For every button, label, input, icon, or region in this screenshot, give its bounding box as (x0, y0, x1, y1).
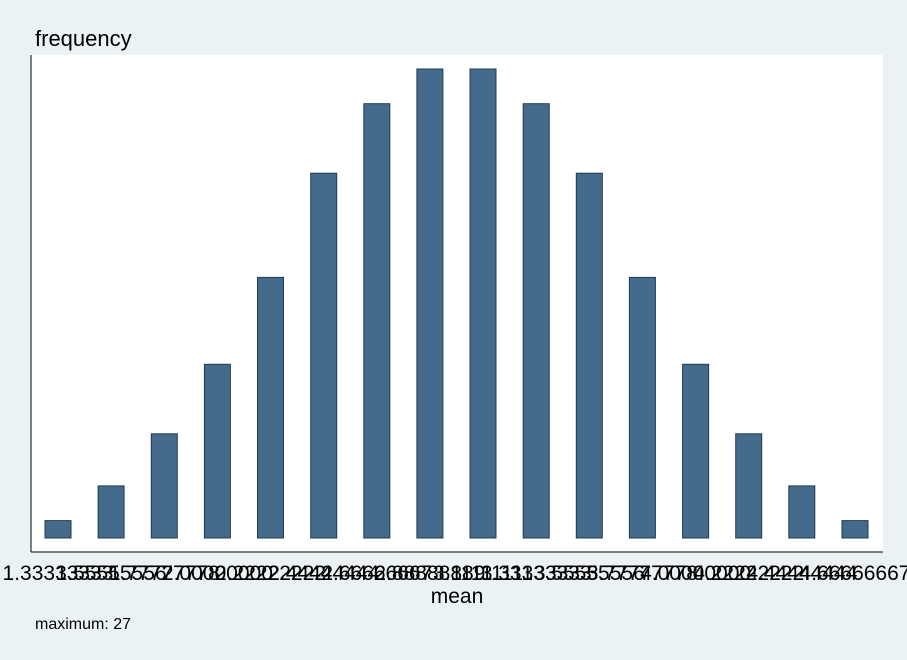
x-tick-label-4: 2.22222222 (215, 562, 326, 585)
bar-7 (416, 68, 444, 539)
x-tick-label-8: 3.11111111 (433, 562, 533, 585)
bar-13 (735, 433, 763, 539)
bar-12 (682, 363, 710, 539)
x-tick-label-1: 1.55555556 (56, 562, 167, 585)
bar-9 (522, 103, 550, 539)
bar-6 (363, 103, 391, 539)
x-tick-label-3: 2.00000000 (162, 562, 273, 585)
x-tick-label-10: 3.55555556 (534, 562, 645, 585)
x-tick-group: 1.333333331.555555561.777777782.00000000… (3, 562, 907, 585)
bar-0 (44, 520, 72, 539)
x-tick-label-12: 4.00000000 (640, 562, 751, 585)
x-tick-label-2: 1.77777778 (109, 562, 220, 585)
x-tick-label-7: 2.88888889 (374, 562, 485, 585)
x-tick-label-6: 2.66666667 (321, 562, 432, 585)
x-tick-label-11: 3.77777778 (587, 562, 698, 585)
x-tick-label-15: 4.66666667 (800, 562, 907, 585)
bar-1 (97, 485, 125, 539)
bar-15 (841, 520, 869, 539)
bar-2 (150, 433, 178, 539)
x-axis-label: mean (431, 585, 484, 608)
bar-14 (788, 485, 816, 539)
bar-11 (628, 276, 656, 539)
x-tick-label-9: 3.33333333 (481, 562, 592, 585)
maximum-note: maximum: 27 (35, 616, 131, 633)
bar-10 (575, 172, 603, 539)
y-axis-label: frequency (35, 26, 132, 51)
bar-8 (469, 68, 497, 539)
x-tick-label-13: 4.22222222 (693, 562, 804, 585)
bar-5 (310, 172, 338, 539)
x-tick-label-5: 2.44444444 (268, 562, 379, 585)
bars-group (44, 68, 869, 539)
x-tick-label-0: 1.33333333 (3, 562, 114, 585)
bar-4 (257, 276, 284, 539)
x-tick-label-14: 4.44444444 (746, 562, 857, 585)
bar-3 (203, 363, 231, 539)
